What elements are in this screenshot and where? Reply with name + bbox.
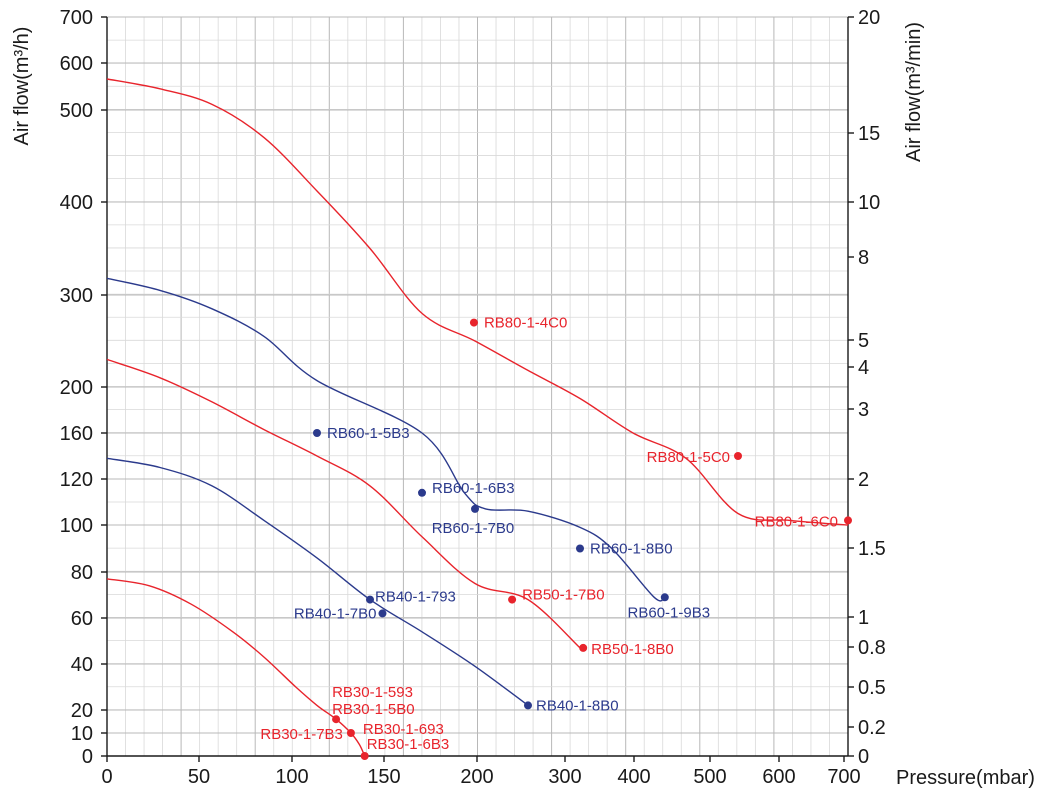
curve-point — [346, 729, 355, 737]
x-tick-label: 400 — [617, 766, 650, 788]
left-tick-label: 300 — [60, 285, 93, 307]
point-label: RB40-1-7B0 — [294, 605, 377, 622]
curve-point — [378, 609, 387, 618]
x-tick-label: 500 — [693, 766, 726, 788]
left-tick-label: 160 — [60, 423, 93, 445]
curve-point — [471, 504, 479, 513]
left-tick-label: 0 — [82, 746, 93, 768]
series-line — [106, 358, 581, 649]
x-tick-label: 600 — [762, 766, 795, 788]
left-tick-label: 120 — [60, 469, 93, 491]
y-axis-title-right: Air flow(m³/min) — [903, 22, 925, 162]
curve-point — [734, 452, 742, 460]
performance-curves — [106, 78, 849, 757]
curve-point — [508, 595, 517, 604]
right-tick-label: 3 — [858, 399, 869, 421]
curve-point — [366, 595, 374, 604]
right-tick-label: 0.8 — [858, 637, 886, 659]
right-tick-label: 1.5 — [858, 538, 886, 560]
left-tick-label: 60 — [71, 608, 93, 630]
series-line — [106, 457, 529, 706]
left-tick-label: 40 — [71, 654, 93, 676]
series-line — [106, 277, 666, 602]
point-label: RB40-1-8B0 — [536, 697, 619, 714]
left-tick-label: 80 — [71, 562, 93, 584]
point-label: RB50-1-8B0 — [591, 641, 674, 658]
point-label: RB30-1-7B3 — [260, 726, 343, 743]
right-tick-label: 20 — [858, 7, 880, 29]
point-label: RB40-1-793 — [375, 589, 456, 606]
x-tick-label: 150 — [367, 766, 400, 788]
x-tick-label: 300 — [548, 766, 581, 788]
curve-point — [524, 701, 532, 710]
left-tick-label: 500 — [60, 100, 93, 122]
point-label: RB80-1-5C0 — [647, 449, 730, 466]
x-axis-title: Pressure(mbar) — [896, 767, 1035, 789]
right-tick-label: 2 — [858, 469, 869, 491]
curve-point — [844, 516, 852, 525]
point-label: RB80-1-4C0 — [484, 315, 567, 332]
curve-point — [469, 318, 478, 327]
point-label: RB80-1-6C0 — [755, 513, 838, 530]
point-label: RB30-1-593 — [332, 684, 413, 701]
curve-point — [660, 593, 669, 602]
point-label: RB30-1-5B0 — [332, 701, 415, 718]
curve-point — [576, 544, 584, 553]
x-tick-label: 50 — [188, 766, 210, 788]
series-line — [106, 78, 849, 526]
curve-point — [313, 429, 321, 437]
left-tick-label: 100 — [60, 515, 93, 537]
point-label: RB30-1-693 — [363, 721, 444, 738]
right-tick-label: 0.5 — [858, 677, 886, 699]
x-tick-label: 200 — [460, 766, 493, 788]
right-tick-label: 0.2 — [858, 717, 886, 739]
right-y-tick-labels: 0 0.2 0.5 0.8 1 1.5 2 3 4 5 8 10 15 20 — [858, 7, 886, 768]
point-label: RB50-1-7B0 — [522, 587, 605, 604]
right-tick-label: 4 — [858, 357, 869, 379]
y-axis-title-left: Air flow(m³/h) — [11, 27, 33, 146]
right-tick-label: 0 — [858, 746, 869, 768]
point-label: RB60-1-6B3 — [432, 480, 515, 497]
curve-point — [332, 715, 341, 724]
grid — [107, 16, 848, 757]
right-tick-label: 8 — [858, 247, 869, 269]
point-label: RB30-1-6B3 — [367, 736, 450, 753]
left-tick-label: 200 — [60, 377, 93, 399]
left-tick-label: 20 — [71, 700, 93, 722]
x-tick-label: 0 — [101, 766, 112, 788]
right-tick-label: 1 — [858, 607, 869, 629]
left-tick-label: 600 — [60, 53, 93, 75]
right-tick-label: 15 — [858, 123, 880, 145]
left-tick-label: 400 — [60, 192, 93, 214]
x-tick-labels: 0 50 100 150 200 300 400 500 600 700 — [101, 766, 860, 788]
left-tick-label: 700 — [60, 7, 93, 29]
left-tick-label: 10 — [71, 723, 93, 745]
curve-point — [418, 488, 426, 497]
x-tick-label: 100 — [275, 766, 308, 788]
point-label: RB60-1-5B3 — [327, 425, 410, 442]
curve-point — [579, 643, 588, 652]
x-tick-label: 700 — [827, 766, 860, 788]
right-tick-label: 10 — [858, 192, 880, 214]
right-tick-label: 5 — [858, 330, 869, 352]
series-line — [106, 578, 366, 757]
point-label: RB60-1-9B3 — [628, 604, 711, 621]
axes — [101, 16, 854, 762]
point-label: RB60-1-7B0 — [432, 520, 515, 537]
curve-point — [360, 752, 369, 760]
point-label: RB60-1-8B0 — [590, 541, 673, 558]
